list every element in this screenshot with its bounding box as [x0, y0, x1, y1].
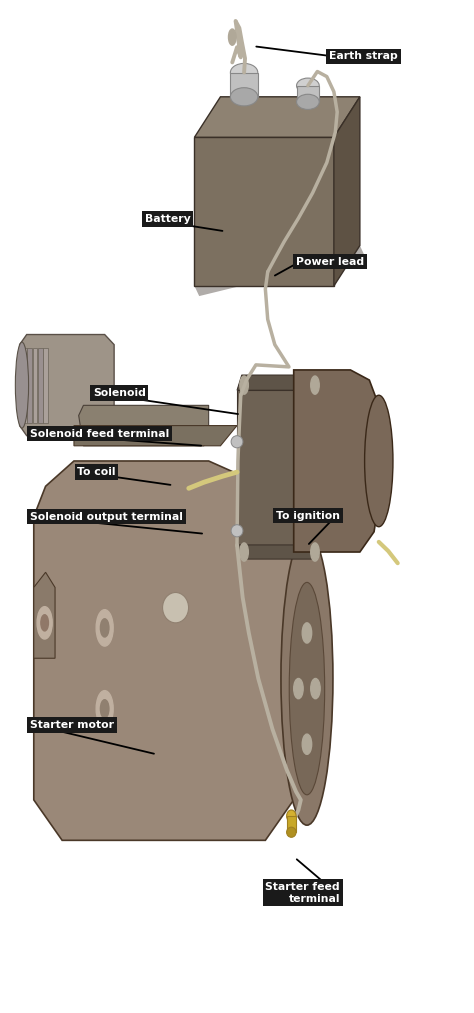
FancyBboxPatch shape [287, 816, 296, 833]
Polygon shape [22, 347, 27, 422]
Circle shape [240, 376, 248, 394]
Polygon shape [194, 97, 360, 138]
Polygon shape [38, 347, 43, 422]
Polygon shape [27, 347, 32, 422]
Text: Starter feed
terminal: Starter feed terminal [265, 882, 340, 904]
Text: To ignition: To ignition [276, 511, 340, 521]
Ellipse shape [163, 593, 189, 623]
Polygon shape [194, 245, 365, 296]
Circle shape [302, 734, 312, 755]
Ellipse shape [297, 78, 319, 93]
Ellipse shape [230, 64, 258, 82]
Polygon shape [294, 370, 379, 552]
Polygon shape [237, 375, 322, 390]
Polygon shape [34, 572, 55, 658]
Polygon shape [194, 138, 334, 286]
Text: Battery: Battery [145, 214, 191, 224]
Ellipse shape [297, 94, 319, 109]
Circle shape [37, 607, 52, 639]
Circle shape [311, 376, 319, 394]
Circle shape [302, 623, 312, 643]
Ellipse shape [15, 342, 28, 428]
Polygon shape [33, 347, 37, 422]
Ellipse shape [231, 436, 243, 448]
Text: Starter motor: Starter motor [30, 720, 114, 730]
Circle shape [228, 29, 236, 46]
Circle shape [100, 619, 109, 637]
Ellipse shape [230, 88, 258, 106]
Text: To coil: To coil [77, 467, 116, 477]
Polygon shape [334, 97, 360, 286]
Polygon shape [43, 347, 48, 422]
Polygon shape [19, 334, 114, 436]
Circle shape [294, 679, 303, 699]
Ellipse shape [287, 810, 296, 823]
Ellipse shape [289, 582, 325, 795]
Polygon shape [74, 425, 237, 446]
Circle shape [240, 543, 248, 561]
Ellipse shape [231, 525, 243, 537]
Circle shape [311, 679, 320, 699]
Text: Earth strap: Earth strap [329, 52, 398, 62]
Text: Solenoid feed terminal: Solenoid feed terminal [30, 428, 169, 439]
FancyBboxPatch shape [297, 86, 319, 102]
Ellipse shape [281, 532, 333, 826]
Text: Solenoid output terminal: Solenoid output terminal [30, 512, 183, 522]
Ellipse shape [287, 828, 296, 838]
Polygon shape [79, 405, 209, 446]
Polygon shape [237, 390, 322, 545]
Circle shape [100, 700, 109, 718]
Polygon shape [34, 461, 308, 841]
Text: Power lead: Power lead [296, 256, 364, 266]
Text: Solenoid: Solenoid [93, 388, 146, 398]
Circle shape [41, 615, 48, 631]
Circle shape [96, 610, 113, 646]
Ellipse shape [365, 395, 393, 527]
FancyBboxPatch shape [230, 73, 258, 97]
Polygon shape [263, 446, 294, 491]
Circle shape [311, 543, 319, 561]
Polygon shape [237, 545, 322, 559]
Circle shape [96, 691, 113, 727]
